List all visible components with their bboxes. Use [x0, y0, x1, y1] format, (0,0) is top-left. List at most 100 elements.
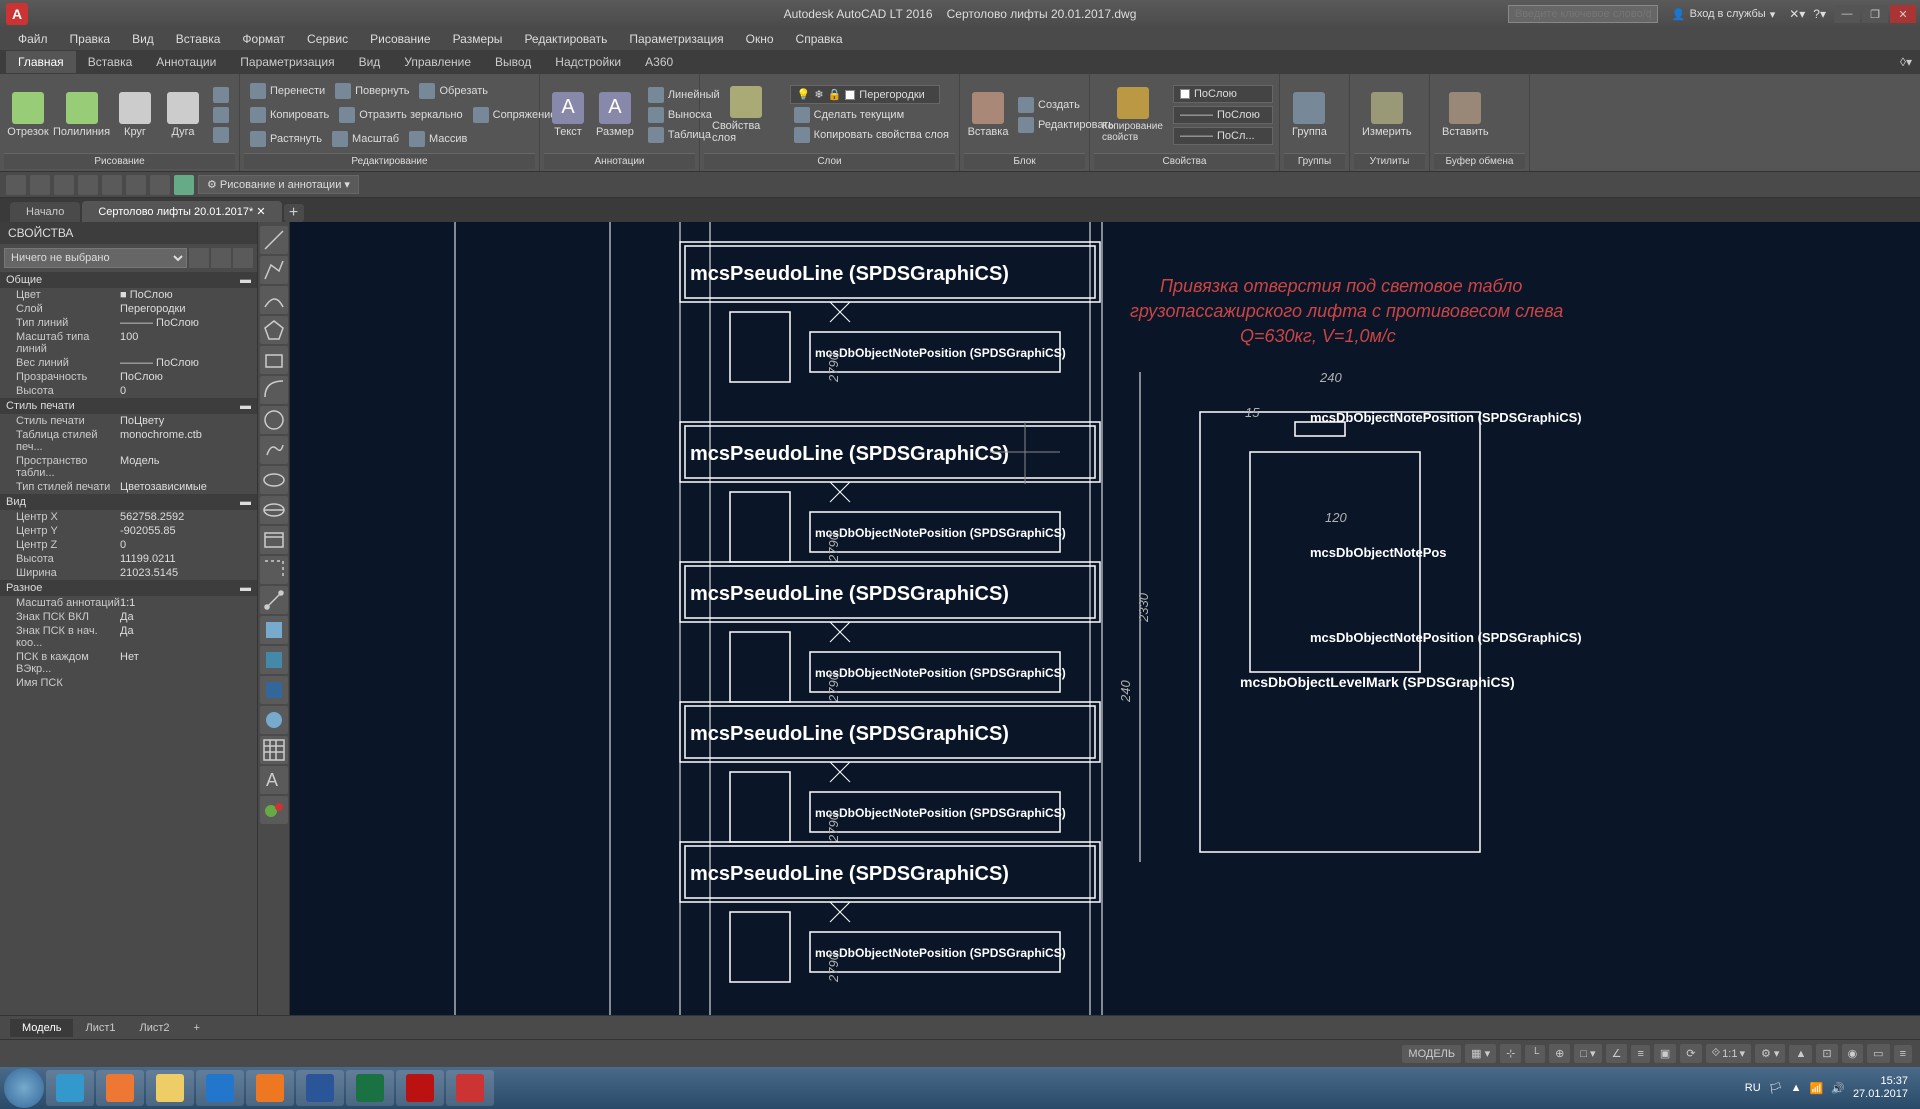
props-row[interactable]: Масштаб типа линий100	[0, 330, 257, 356]
group-button[interactable]: Группа	[1286, 90, 1333, 140]
clean-screen-icon[interactable]: ▭	[1867, 1044, 1889, 1063]
polar-toggle-icon[interactable]: ⊕	[1549, 1044, 1570, 1063]
tool-18[interactable]: A	[260, 766, 288, 794]
hardware-accel-icon[interactable]: ⊡	[1816, 1044, 1837, 1063]
ribbon-tab-0[interactable]: Главная	[6, 51, 76, 73]
insert-block-button[interactable]: Вставка	[966, 90, 1010, 140]
props-row[interactable]: Масштаб аннотаций1:1	[0, 596, 257, 610]
props-row[interactable]: Тип линий——— ПоСлою	[0, 316, 257, 330]
select-objects-icon[interactable]	[211, 248, 231, 268]
tool-1[interactable]	[260, 256, 288, 284]
layout-tab-Модель[interactable]: Модель	[10, 1019, 73, 1037]
task-firefox[interactable]	[246, 1070, 294, 1106]
props-row[interactable]: Знак ПСК в нач. коо...Да	[0, 624, 257, 650]
panel-title-groups[interactable]: Группы	[1284, 153, 1345, 169]
task-mediaplayer[interactable]	[96, 1070, 144, 1106]
qat-saveas-icon[interactable]	[78, 175, 98, 195]
tool-19[interactable]	[260, 796, 288, 824]
cycling-toggle-icon[interactable]: ⟳	[1680, 1044, 1701, 1063]
lineweight-toggle-icon[interactable]: ≡	[1631, 1045, 1649, 1063]
draw-Полилиния[interactable]: Полилиния	[54, 90, 109, 140]
menu-Вид[interactable]: Вид	[122, 30, 164, 48]
annot-Размер[interactable]: AРазмер	[590, 90, 640, 140]
osnap-toggle-icon[interactable]: □ ▾	[1574, 1044, 1601, 1063]
menu-Размеры[interactable]: Размеры	[443, 30, 513, 48]
qat-redo-icon[interactable]	[150, 175, 170, 195]
tray-volume-icon[interactable]: 🔊	[1831, 1082, 1845, 1095]
annotation-scale-button[interactable]: ⟐ 1:1 ▾	[1706, 1044, 1752, 1063]
tool-16[interactable]	[260, 706, 288, 734]
menu-Редактировать[interactable]: Редактировать	[514, 30, 617, 48]
props-section-Разное[interactable]: Разное▬	[0, 580, 257, 596]
panel-title-clip[interactable]: Буфер обмена	[1434, 153, 1525, 169]
props-section-Общие[interactable]: Общие▬	[0, 272, 257, 288]
menu-Вставка[interactable]: Вставка	[166, 30, 231, 48]
modify-Копировать[interactable]: Копировать	[246, 106, 333, 124]
tool-7[interactable]	[260, 436, 288, 464]
draw-extra1[interactable]	[209, 86, 233, 104]
props-section-Вид[interactable]: Вид▬	[0, 494, 257, 510]
task-explorer[interactable]	[146, 1070, 194, 1106]
layer-dropdown[interactable]: 💡❄🔒Перегородки	[790, 85, 940, 104]
start-button[interactable]	[4, 1068, 44, 1108]
tool-5[interactable]	[260, 376, 288, 404]
menu-Сервис[interactable]: Сервис	[297, 30, 358, 48]
annot-Текст[interactable]: AТекст	[546, 90, 590, 140]
props-row[interactable]: Высота0	[0, 384, 257, 398]
menu-Справка[interactable]: Справка	[786, 30, 853, 48]
annotation-monitor-icon[interactable]: ▲	[1789, 1045, 1812, 1063]
props-section-Стиль печати[interactable]: Стиль печати▬	[0, 398, 257, 414]
props-row[interactable]: Знак ПСК ВКЛДа	[0, 610, 257, 624]
menu-Файл[interactable]: Файл	[8, 30, 58, 48]
panel-title-modify[interactable]: Редактирование	[244, 153, 535, 169]
props-row[interactable]: Центр X562758.2592	[0, 510, 257, 524]
panel-title-layers[interactable]: Слои	[704, 153, 955, 169]
tool-12[interactable]	[260, 586, 288, 614]
ribbon-tab-4[interactable]: Вид	[347, 51, 393, 73]
selection-dropdown[interactable]: Ничего не выбрано	[4, 248, 187, 268]
make-current-button[interactable]: Сделать текущим	[790, 106, 953, 124]
tray-flag-icon[interactable]: 🏳	[1769, 1082, 1783, 1095]
panel-title-block[interactable]: Блок	[964, 153, 1085, 169]
menu-Правка[interactable]: Правка	[60, 30, 121, 48]
draw-Круг[interactable]: Круг	[113, 90, 157, 140]
grid-toggle-icon[interactable]: ▦ ▾	[1465, 1044, 1496, 1063]
menu-Параметризация[interactable]: Параметризация	[619, 30, 733, 48]
tray-action-icon[interactable]: ▲	[1791, 1082, 1802, 1094]
help-icon[interactable]: ?▾	[1813, 7, 1826, 21]
toggle-pickadd-icon[interactable]	[189, 248, 209, 268]
task-autocad[interactable]	[446, 1070, 494, 1106]
qat-undo-icon[interactable]	[126, 175, 146, 195]
new-tab-button[interactable]: +	[284, 204, 304, 222]
doc-tab[interactable]: Сертолово лифты 20.01.2017* ✕	[82, 201, 281, 222]
color-dropdown[interactable]: ПоСлою	[1173, 85, 1273, 103]
menu-Окно[interactable]: Окно	[736, 30, 784, 48]
modify-Масштаб[interactable]: Масштаб	[328, 130, 403, 148]
tool-6[interactable]	[260, 406, 288, 434]
restore-button[interactable]: ❐	[1862, 5, 1888, 23]
task-word[interactable]	[296, 1070, 344, 1106]
props-row[interactable]: Цвет■ ПоСлою	[0, 288, 257, 302]
qat-save-icon[interactable]	[54, 175, 74, 195]
props-row[interactable]: Вес линий——— ПоСлою	[0, 356, 257, 370]
tool-0[interactable]	[260, 226, 288, 254]
menu-Формат[interactable]: Формат	[232, 30, 295, 48]
ortho-toggle-icon[interactable]: └	[1525, 1045, 1545, 1063]
ribbon-tab-3[interactable]: Параметризация	[228, 51, 346, 73]
tool-4[interactable]	[260, 346, 288, 374]
panel-title-props[interactable]: Свойства	[1094, 153, 1275, 169]
model-space-button[interactable]: МОДЕЛЬ	[1402, 1045, 1461, 1063]
ribbon-tab-7[interactable]: Надстройки	[543, 51, 633, 73]
props-row[interactable]: Ширина21023.5145	[0, 566, 257, 580]
modify-Повернуть[interactable]: Повернуть	[331, 82, 413, 100]
props-row[interactable]: Имя ПСК	[0, 676, 257, 690]
modify-Перенести[interactable]: Перенести	[246, 82, 329, 100]
task-ie[interactable]	[46, 1070, 94, 1106]
quick-select-icon[interactable]	[233, 248, 253, 268]
linetype-dropdown[interactable]: ——— ПоСл...	[1173, 127, 1273, 145]
task-excel[interactable]	[346, 1070, 394, 1106]
qat-new-icon[interactable]	[6, 175, 26, 195]
draw-extra2[interactable]	[209, 106, 233, 124]
close-button[interactable]: ✕	[1890, 5, 1916, 23]
props-row[interactable]: Высота11199.0211	[0, 552, 257, 566]
